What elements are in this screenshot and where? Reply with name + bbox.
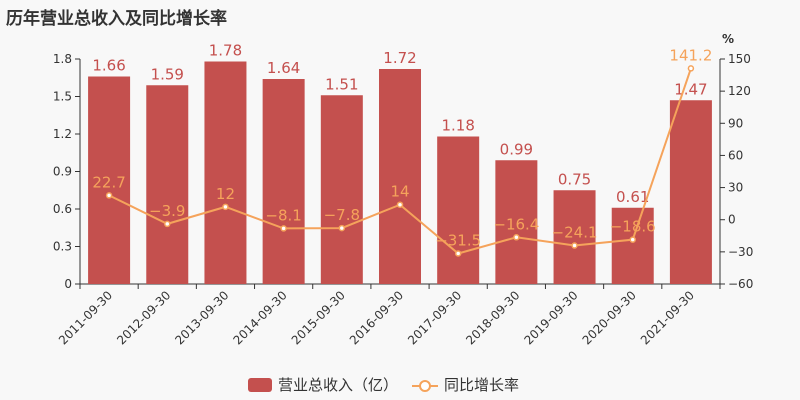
growth-point bbox=[105, 192, 113, 199]
x-tick-label: 2018-09-30 bbox=[463, 288, 522, 347]
bar-value-label: 1.59 bbox=[151, 65, 184, 83]
left-tick-label: 1.8 bbox=[53, 52, 72, 66]
growth-value-label: 141.2 bbox=[669, 46, 712, 64]
x-tick-label: 2011-09-30 bbox=[56, 288, 115, 347]
growth-value-label: −7.8 bbox=[324, 206, 360, 224]
bar bbox=[669, 100, 712, 284]
right-tick-label: 120 bbox=[728, 84, 751, 98]
bar bbox=[379, 69, 421, 284]
right-tick-label: 0 bbox=[728, 213, 736, 227]
bar-value-label: 1.78 bbox=[209, 42, 242, 60]
growth-point bbox=[687, 65, 695, 72]
right-tick-label: −60 bbox=[728, 277, 753, 291]
legend-bar-swatch[interactable] bbox=[248, 377, 272, 392]
bar bbox=[437, 136, 480, 284]
growth-point bbox=[280, 225, 287, 232]
chart-title: 历年营业总收入及同比增长率 bbox=[6, 9, 227, 29]
growth-value-label: 22.7 bbox=[92, 173, 125, 191]
left-tick-label: 1.2 bbox=[53, 127, 72, 141]
growth-value-label: −18.6 bbox=[610, 218, 656, 236]
bar bbox=[262, 79, 305, 284]
growth-point bbox=[164, 220, 171, 228]
growth-point bbox=[571, 242, 578, 249]
bar bbox=[88, 76, 131, 284]
growth-point bbox=[338, 224, 346, 232]
x-tick-label: 2012-09-30 bbox=[114, 288, 173, 347]
right-tick-label: 30 bbox=[728, 181, 743, 195]
bar bbox=[146, 85, 189, 284]
bar bbox=[320, 95, 363, 284]
right-tick-label: −30 bbox=[728, 245, 753, 259]
growth-point bbox=[513, 234, 520, 241]
legend-line-swatch[interactable] bbox=[412, 378, 439, 392]
bar-value-label: 1.47 bbox=[674, 80, 707, 98]
x-tick-label: 2013-09-30 bbox=[172, 288, 231, 347]
bar-value-label: 1.64 bbox=[267, 59, 300, 77]
x-tick-label: 2021-09-30 bbox=[638, 288, 697, 347]
growth-point bbox=[454, 250, 462, 257]
x-tick-label: 2020-09-30 bbox=[580, 288, 639, 347]
left-tick-label: 0.9 bbox=[53, 165, 72, 179]
right-axis-unit: % bbox=[722, 32, 734, 46]
growth-point bbox=[396, 201, 404, 208]
right-tick-label: 60 bbox=[728, 148, 743, 162]
growth-point bbox=[222, 203, 229, 211]
x-tick-label: 2015-09-30 bbox=[289, 288, 348, 347]
bar bbox=[204, 61, 247, 284]
bar-value-label: 1.66 bbox=[92, 57, 125, 75]
growth-value-label: −31.5 bbox=[435, 231, 481, 249]
x-tick-label: 2016-09-30 bbox=[347, 288, 406, 347]
x-tick-label: 2017-09-30 bbox=[405, 288, 464, 347]
bar-value-label: 0.99 bbox=[500, 140, 533, 158]
legend: 营业总收入（亿） 同比增长率 bbox=[248, 374, 519, 395]
bar-value-label: 0.61 bbox=[616, 188, 649, 206]
bar-value-label: 0.75 bbox=[558, 170, 591, 188]
growth-value-label: −3.9 bbox=[149, 202, 185, 220]
left-tick-label: 0.6 bbox=[53, 202, 72, 216]
right-tick-label: 90 bbox=[728, 116, 743, 130]
bar bbox=[495, 160, 538, 284]
growth-value-label: 14 bbox=[390, 183, 409, 201]
x-tick-label: 2014-09-30 bbox=[231, 288, 290, 347]
right-tick-label: 150 bbox=[728, 52, 751, 66]
bar-value-label: 1.51 bbox=[325, 75, 358, 93]
growth-value-label: −8.1 bbox=[265, 206, 301, 224]
left-tick-label: 1.5 bbox=[53, 90, 72, 104]
bar-value-label: 1.18 bbox=[441, 117, 474, 135]
growth-value-label: 12 bbox=[216, 185, 235, 203]
x-tick-label: 2019-09-30 bbox=[521, 288, 580, 347]
growth-value-label: −24.1 bbox=[552, 224, 598, 242]
bar bbox=[553, 190, 596, 284]
legend-bar-label[interactable]: 营业总收入（亿） bbox=[278, 376, 399, 394]
bar bbox=[611, 207, 654, 284]
left-tick-label: 0.3 bbox=[53, 240, 72, 254]
legend-line-label[interactable]: 同比增长率 bbox=[444, 376, 520, 394]
growth-value-label: −16.4 bbox=[493, 215, 539, 233]
growth-point bbox=[629, 236, 636, 243]
bar-value-label: 1.72 bbox=[383, 49, 416, 67]
left-tick-label: 0 bbox=[64, 277, 72, 291]
